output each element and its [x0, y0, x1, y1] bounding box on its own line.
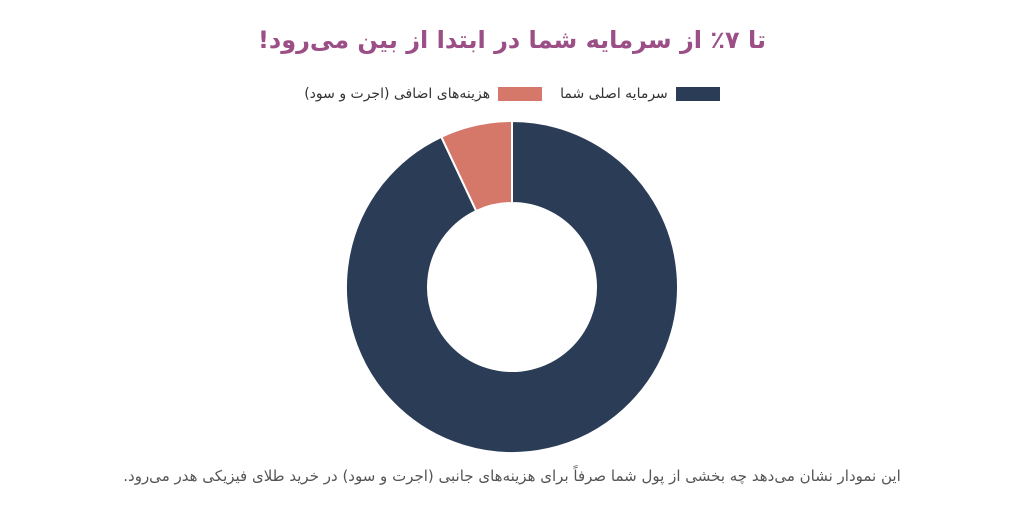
legend-label-principal: سرمایه اصلی شما [560, 86, 668, 102]
legend-item-principal[interactable]: سرمایه اصلی شما [560, 86, 720, 102]
legend-label-extra-costs: هزینه‌های اضافی (اجرت و سود) [304, 86, 491, 102]
legend-swatch-principal [675, 87, 720, 101]
slice-principal[interactable] [345, 119, 679, 454]
chart-caption: این نمودار نشان می‌دهد چه بخشی از پول شم… [123, 467, 901, 485]
slice-extra-costs[interactable] [439, 119, 513, 213]
legend-item-extra-costs[interactable]: هزینه‌های اضافی (اجرت و سود) [304, 86, 543, 102]
legend-swatch-extra-costs [498, 87, 543, 101]
chart-title: تا ۷٪ از سرمایه شما در ابتدا از بین می‌ر… [257, 26, 767, 54]
chart-legend: سرمایه اصلی شما هزینه‌های اضافی (اجرت و … [0, 86, 1024, 102]
